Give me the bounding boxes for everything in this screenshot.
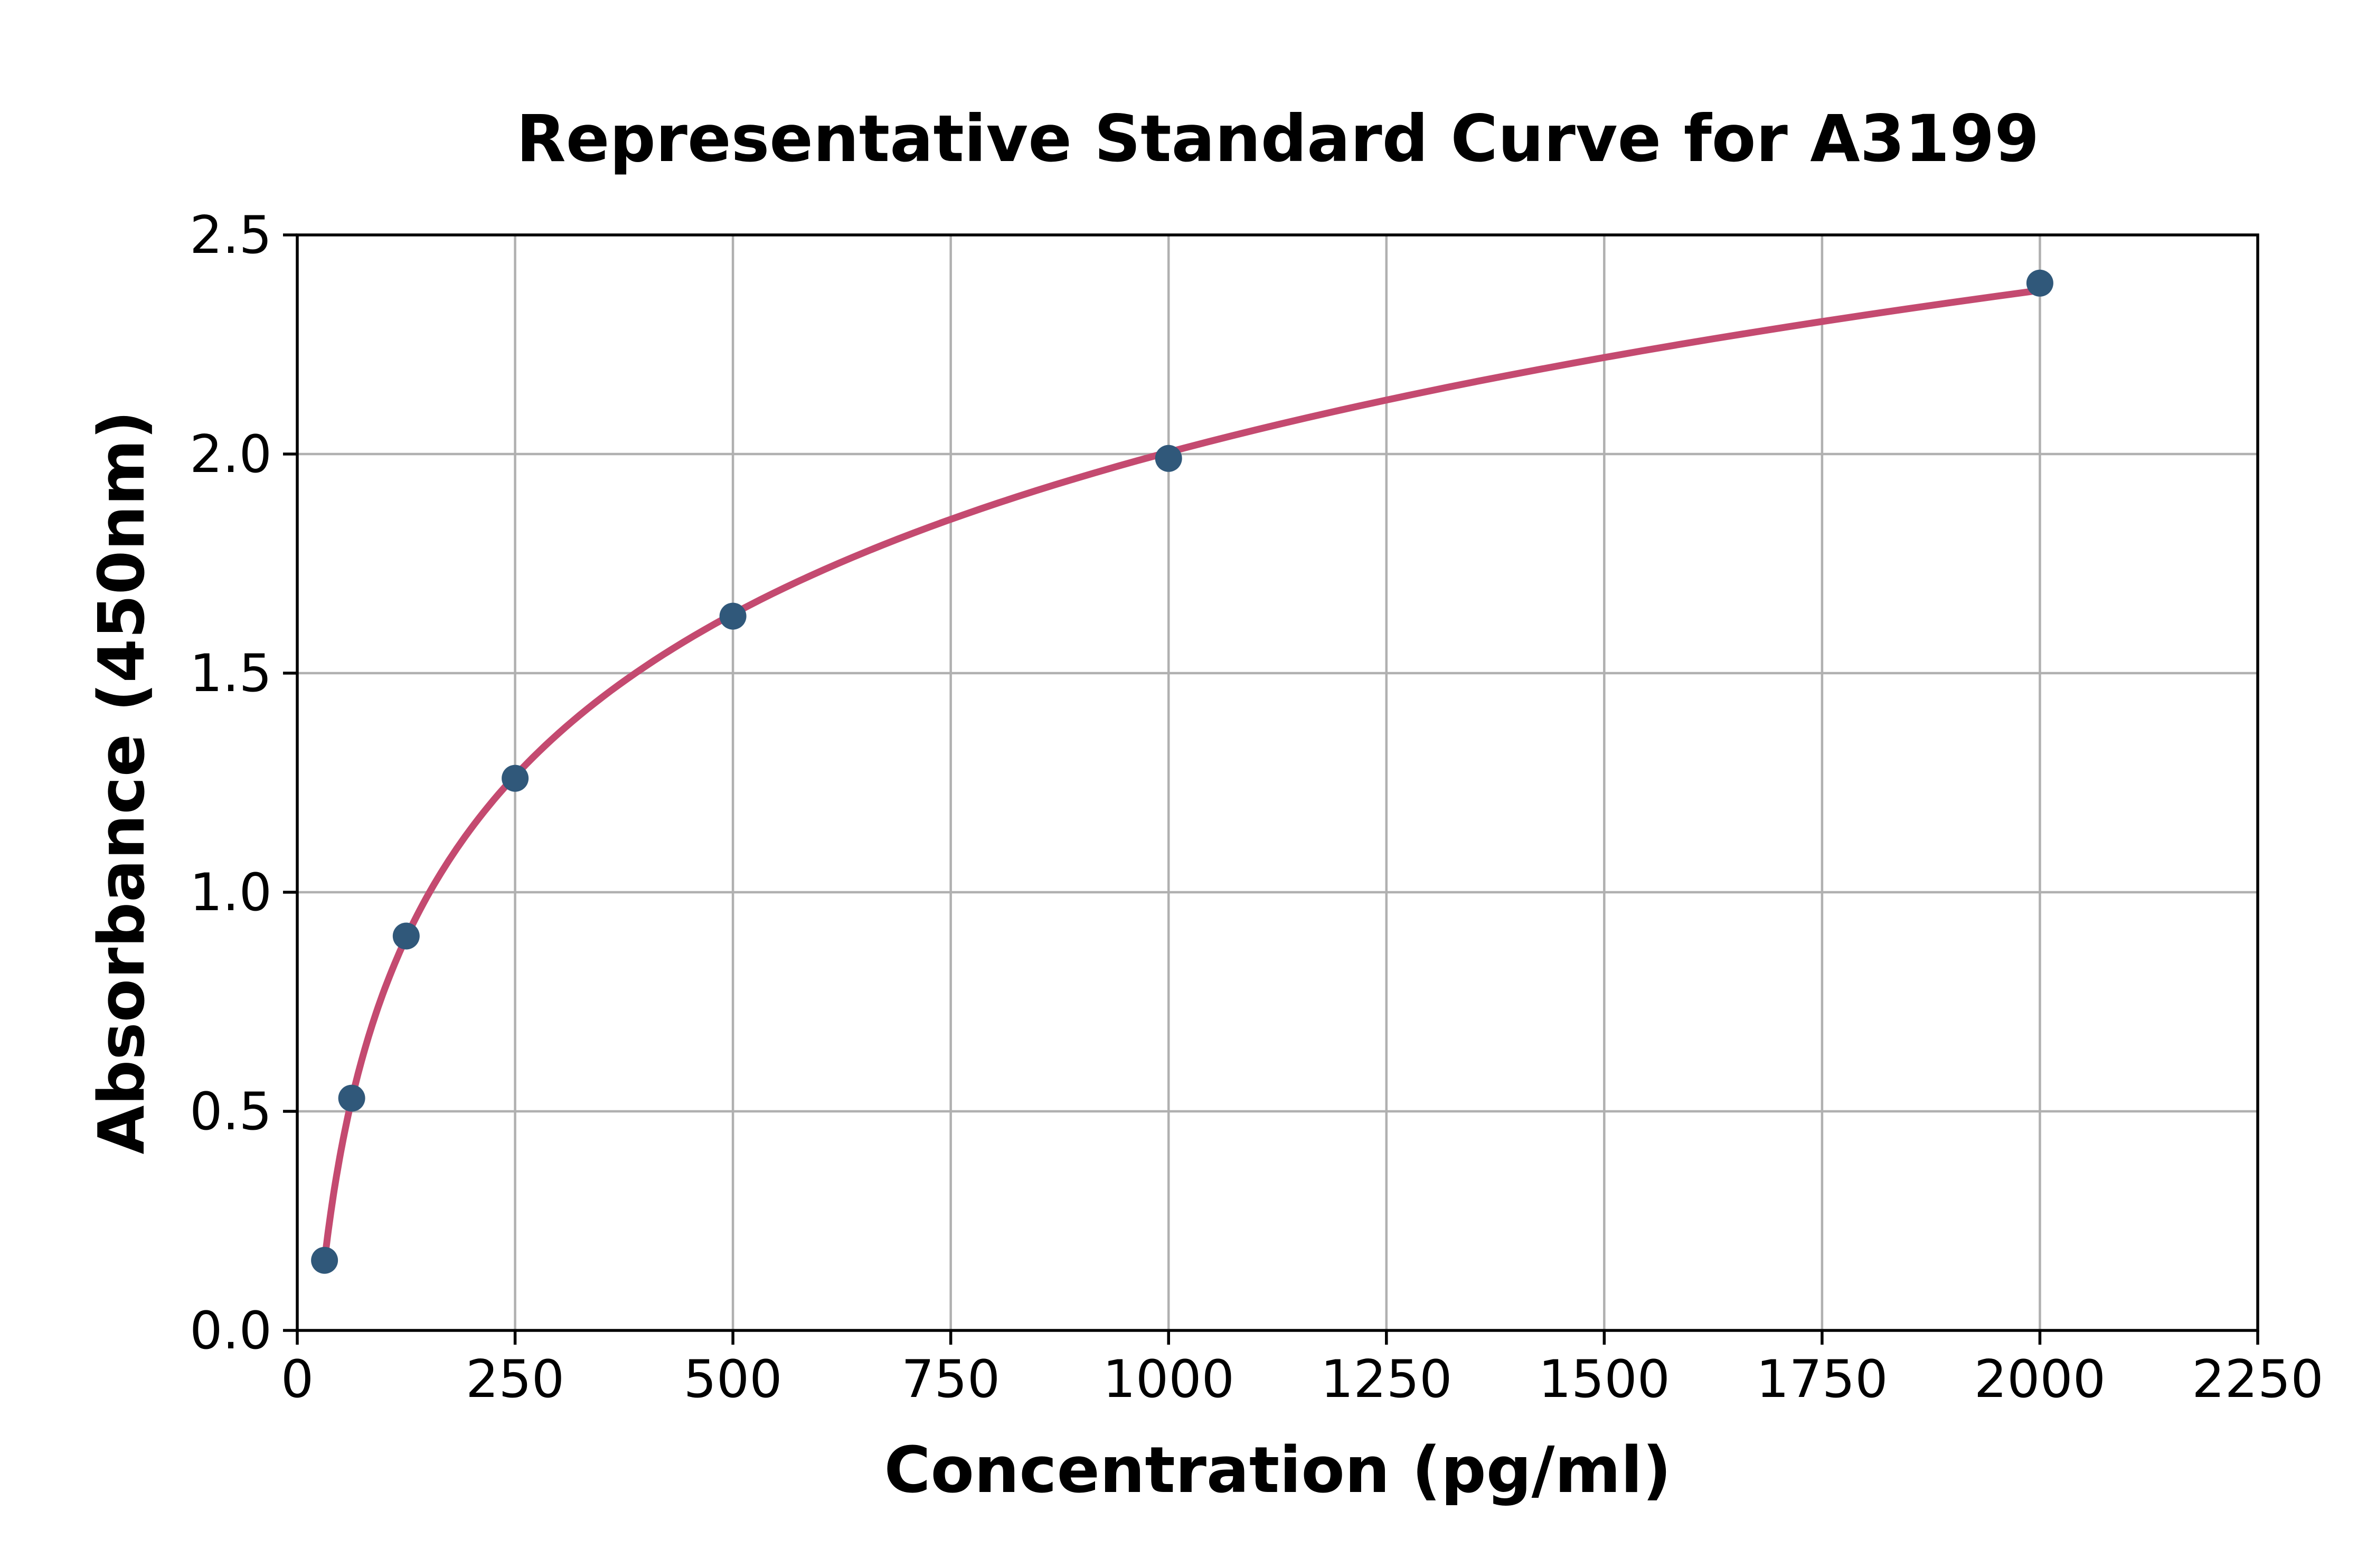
data-points-layer (311, 269, 2053, 1274)
plot-border (296, 233, 2259, 1332)
y-tick-label: 1.5 (190, 644, 272, 704)
x-tick-label: 0 (281, 1349, 314, 1410)
x-tick-label: 2250 (2192, 1349, 2323, 1410)
axis-ticks-layer (283, 233, 2259, 1345)
x-axis-label: Concentration (pg/ml) (884, 1434, 1671, 1507)
x-tick-label: 1500 (1539, 1349, 1670, 1410)
data-point (338, 1084, 365, 1112)
y-tick-label: 0.5 (190, 1082, 272, 1142)
grid-layer (297, 235, 2258, 1330)
y-axis-label: Absorbance (450nm) (86, 410, 159, 1154)
fit-curve-line (321, 287, 2043, 1265)
y-tick-label: 0.0 (190, 1301, 272, 1361)
x-tick-label: 1000 (1103, 1349, 1234, 1410)
x-tick-label: 750 (901, 1349, 1000, 1410)
y-tick-label: 2.5 (190, 205, 272, 266)
y-tick-label: 1.0 (190, 863, 272, 923)
x-tick-label: 500 (684, 1349, 782, 1410)
x-tick-label: 250 (466, 1349, 564, 1410)
x-tick-label: 2000 (1974, 1349, 2106, 1410)
data-point (311, 1246, 338, 1274)
data-point (502, 764, 529, 792)
y-tick-label: 2.0 (190, 424, 272, 485)
chart-title: Representative Standard Curve for A3199 (516, 101, 2039, 176)
data-point (392, 922, 420, 950)
x-tick-label: 1250 (1321, 1349, 1452, 1410)
data-point (719, 602, 747, 630)
data-point (2026, 269, 2053, 297)
x-tick-label: 1750 (1756, 1349, 1888, 1410)
tick-labels-layer: 0 250 500 750 1000 1250 1500 1750 2000 2250 0.0 0.5… (190, 205, 2324, 1410)
data-point (1155, 445, 1182, 472)
